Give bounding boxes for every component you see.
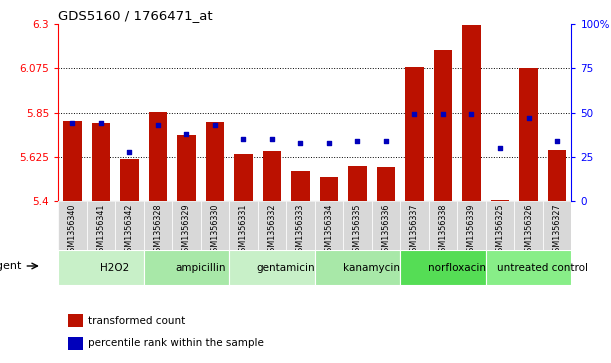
Text: GSM1356337: GSM1356337 (410, 204, 419, 257)
Point (438, 111, 448, 117)
Bar (200, 201, 229, 272)
Bar (320, 177, 338, 201)
Bar (315, 201, 343, 272)
Text: GSM1356330: GSM1356330 (210, 204, 219, 257)
Bar (120, 159, 139, 201)
Text: GSM1356327: GSM1356327 (552, 204, 562, 257)
Bar (148, 111, 167, 201)
Bar (486, 250, 571, 285)
Text: kanamycin: kanamycin (343, 263, 400, 273)
Bar (68, 337, 82, 350)
Bar (263, 151, 281, 201)
Text: GSM1356333: GSM1356333 (296, 204, 305, 257)
Text: ampicillin: ampicillin (175, 263, 226, 273)
Bar (144, 250, 229, 285)
Point (296, 140, 306, 146)
Bar (315, 250, 400, 285)
Bar (172, 201, 200, 272)
Bar (258, 201, 286, 272)
Text: GSM1356342: GSM1356342 (125, 204, 134, 257)
Bar (206, 122, 224, 201)
Bar (486, 201, 514, 272)
Bar (229, 250, 315, 285)
Bar (491, 200, 510, 201)
Bar (58, 250, 144, 285)
Bar (377, 167, 395, 201)
Bar (543, 201, 571, 272)
Bar (548, 150, 566, 201)
Text: untreated control: untreated control (497, 263, 588, 273)
Text: percentile rank within the sample: percentile rank within the sample (88, 338, 264, 348)
Text: gentamicin: gentamicin (257, 263, 315, 273)
Point (153, 122, 163, 128)
Bar (115, 201, 144, 272)
Point (381, 138, 391, 144)
Bar (68, 314, 82, 327)
Bar (429, 201, 457, 272)
Text: GSM1356332: GSM1356332 (268, 204, 276, 257)
Point (495, 145, 505, 151)
Bar (371, 201, 400, 272)
Text: GSM1356334: GSM1356334 (324, 204, 334, 257)
Bar (144, 201, 172, 272)
Point (353, 138, 362, 144)
Bar (92, 123, 110, 201)
Text: GDS5160 / 1766471_at: GDS5160 / 1766471_at (58, 9, 213, 23)
Point (181, 131, 191, 137)
Text: GSM1356339: GSM1356339 (467, 204, 476, 257)
Bar (519, 68, 538, 201)
Text: GSM1356340: GSM1356340 (68, 204, 77, 257)
Text: GSM1356326: GSM1356326 (524, 204, 533, 257)
Text: GSM1356329: GSM1356329 (182, 204, 191, 257)
Point (96, 120, 106, 126)
Bar (177, 135, 196, 201)
Bar (58, 201, 87, 272)
Point (552, 138, 562, 144)
Point (324, 140, 334, 146)
Bar (400, 201, 429, 272)
Text: agent: agent (0, 261, 22, 271)
Text: GSM1356325: GSM1356325 (496, 204, 505, 257)
Point (210, 122, 220, 128)
Text: GSM1356341: GSM1356341 (97, 204, 105, 257)
Bar (400, 250, 486, 285)
Text: norfloxacin: norfloxacin (428, 263, 486, 273)
Bar (457, 201, 486, 272)
Text: H2O2: H2O2 (100, 263, 130, 273)
Point (267, 136, 277, 142)
Bar (434, 50, 452, 201)
Bar (63, 122, 82, 201)
Bar (514, 201, 543, 272)
Bar (87, 201, 115, 272)
Bar (229, 201, 258, 272)
Bar (286, 201, 315, 272)
Bar (343, 201, 371, 272)
Text: GSM1356328: GSM1356328 (153, 204, 163, 257)
Bar (405, 67, 424, 201)
Bar (348, 166, 367, 201)
Point (467, 111, 477, 117)
Point (238, 136, 248, 142)
Bar (234, 154, 253, 201)
Point (524, 115, 533, 121)
Text: GSM1356336: GSM1356336 (381, 204, 390, 257)
Bar (291, 171, 310, 201)
Text: GSM1356331: GSM1356331 (239, 204, 248, 257)
Point (67, 120, 77, 126)
Text: GSM1356335: GSM1356335 (353, 204, 362, 257)
Point (125, 149, 134, 155)
Bar (463, 25, 481, 201)
Text: GSM1356338: GSM1356338 (439, 204, 447, 257)
Point (409, 111, 419, 117)
Text: transformed count: transformed count (88, 316, 185, 326)
